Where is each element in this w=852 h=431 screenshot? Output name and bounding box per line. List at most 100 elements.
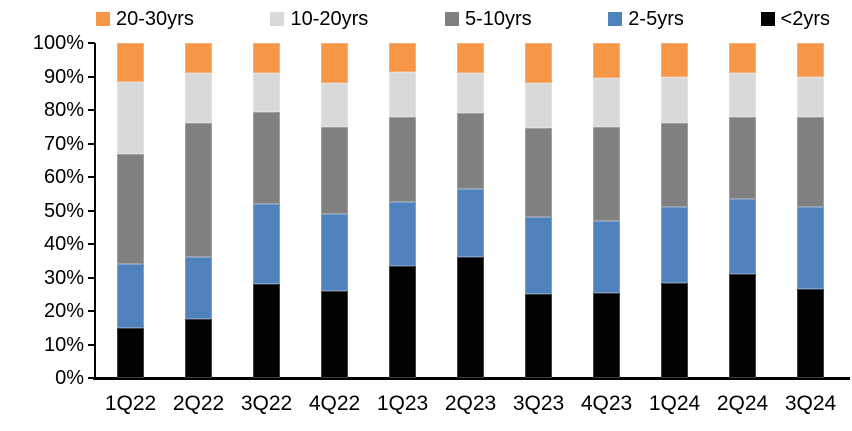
y-axis-tick-label: 30%	[43, 266, 84, 289]
y-axis-tick	[88, 310, 95, 312]
bar-segment-10-20yrs	[797, 76, 824, 117]
bar-segment-20-30yrs	[253, 43, 280, 74]
bar-segment-20-30yrs	[185, 43, 212, 74]
x-axis-line	[93, 377, 850, 380]
legend-item-20-30yrs: 20-30yrs	[96, 8, 194, 31]
bar-1q22	[117, 43, 144, 378]
bar-segment-10-20yrs	[253, 73, 280, 112]
legend-label: 2-5yrs	[628, 7, 684, 30]
legend-swatch-icon	[608, 12, 623, 26]
bar-segment-lt-2yrs	[253, 284, 280, 378]
legend-label: <2yrs	[780, 7, 830, 30]
legend-label: 5-10yrs	[464, 7, 532, 30]
legend-item-10-20yrs: 10-20yrs	[270, 8, 368, 31]
bar-segment-lt-2yrs	[457, 257, 484, 378]
legend-label: 20-30yrs	[116, 7, 194, 30]
bar-segment-20-30yrs	[117, 43, 144, 82]
bar-segment-5-10yrs	[253, 111, 280, 204]
y-axis-tick	[88, 377, 95, 379]
x-axis-label-2q22: 2Q22	[172, 392, 225, 415]
bar-segment-2-5yrs	[593, 220, 620, 293]
bar-segment-5-10yrs	[593, 126, 620, 221]
y-axis-tick-label: 40%	[43, 233, 84, 255]
y-axis-tick-label: 0%	[55, 367, 84, 389]
bar-3q23	[525, 43, 552, 378]
y-axis-tick-label: 70%	[43, 132, 84, 155]
legend-swatch-icon	[760, 12, 775, 26]
bar-segment-20-30yrs	[389, 43, 416, 72]
bar-2q24	[729, 43, 756, 378]
bar-segment-2-5yrs	[797, 207, 824, 290]
bar-segment-5-10yrs	[389, 116, 416, 203]
chart-legend: 20-30yrs 10-20yrs 5-10yrs 2-5yrs <2yrs	[96, 6, 830, 32]
bar-4q23	[593, 43, 620, 378]
x-axis-label-4q23: 4Q23	[580, 392, 633, 415]
bar-4q22	[321, 43, 348, 378]
bar-segment-lt-2yrs	[797, 289, 824, 378]
x-axis-label-1q23: 1Q23	[376, 392, 429, 415]
bar-segment-lt-2yrs	[661, 282, 688, 378]
bar-segment-lt-2yrs	[185, 319, 212, 378]
bar-segment-20-30yrs	[457, 43, 484, 74]
bar-2q22	[185, 43, 212, 378]
bar-segment-5-10yrs	[321, 126, 348, 214]
y-axis-line	[94, 43, 96, 378]
bar-segment-10-20yrs	[185, 73, 212, 124]
bar-segment-2-5yrs	[661, 207, 688, 283]
bar-segment-10-20yrs	[661, 76, 688, 124]
bar-segment-lt-2yrs	[525, 294, 552, 378]
bar-segment-10-20yrs	[593, 78, 620, 127]
x-axis-label-2q24: 2Q24	[716, 392, 769, 415]
y-axis-tick-label: 50%	[43, 199, 84, 222]
y-axis-tick-label: 10%	[43, 333, 84, 356]
bar-segment-2-5yrs	[253, 203, 280, 285]
bar-segment-2-5yrs	[729, 198, 756, 275]
bar-segment-20-30yrs	[525, 43, 552, 84]
y-axis-tick-label: 60%	[43, 166, 84, 188]
bar-segment-5-10yrs	[117, 153, 144, 265]
x-axis-label-2q23: 2Q23	[444, 392, 497, 415]
legend-swatch-icon	[444, 12, 459, 26]
legend-swatch-icon	[96, 12, 110, 26]
bar-segment-10-20yrs	[117, 81, 144, 154]
legend-label: 10-20yrs	[290, 7, 369, 30]
y-axis-tick	[88, 176, 95, 178]
bar-segment-10-20yrs	[321, 83, 348, 127]
x-axis-label-4q22: 4Q22	[308, 392, 361, 415]
y-axis-tick	[88, 209, 95, 212]
bar-segment-10-20yrs	[729, 73, 756, 117]
y-axis-tick	[88, 142, 95, 145]
bar-segment-20-30yrs	[321, 43, 348, 84]
y-axis-tick	[88, 109, 95, 111]
y-axis-tick	[88, 343, 95, 346]
bar-segment-10-20yrs	[389, 71, 416, 117]
bar-segment-2-5yrs	[389, 202, 416, 266]
bar-segment-20-30yrs	[729, 43, 756, 74]
bar-segment-5-10yrs	[457, 113, 484, 189]
plot-area	[95, 43, 845, 378]
bar-segment-20-30yrs	[593, 43, 620, 79]
bar-segment-lt-2yrs	[593, 292, 620, 378]
legend-swatch-icon	[270, 12, 285, 26]
bar-segment-10-20yrs	[457, 73, 484, 114]
bar-segment-20-30yrs	[661, 43, 688, 77]
x-axis-label-3q22: 3Q22	[240, 392, 293, 415]
bar-segment-5-10yrs	[797, 116, 824, 208]
bar-segment-2-5yrs	[117, 264, 144, 328]
x-axis-label-1q22: 1Q22	[104, 392, 157, 415]
bar-3q22	[253, 43, 280, 378]
bar-1q23	[389, 43, 416, 378]
legend-item-lt-2yrs: <2yrs	[760, 7, 830, 31]
y-axis-tick	[88, 276, 95, 279]
y-axis-tick	[88, 75, 95, 78]
bar-segment-2-5yrs	[525, 217, 552, 295]
legend-item-2-5yrs: 2-5yrs	[608, 8, 684, 31]
y-axis-tick-label: 100%	[32, 32, 84, 54]
y-axis-tick	[88, 42, 95, 44]
bar-segment-5-10yrs	[185, 123, 212, 258]
bar-segment-lt-2yrs	[117, 327, 144, 378]
bar-segment-2-5yrs	[185, 257, 212, 320]
y-axis-tick-label: 80%	[43, 99, 84, 121]
x-axis-label-1q24: 1Q24	[648, 392, 701, 415]
